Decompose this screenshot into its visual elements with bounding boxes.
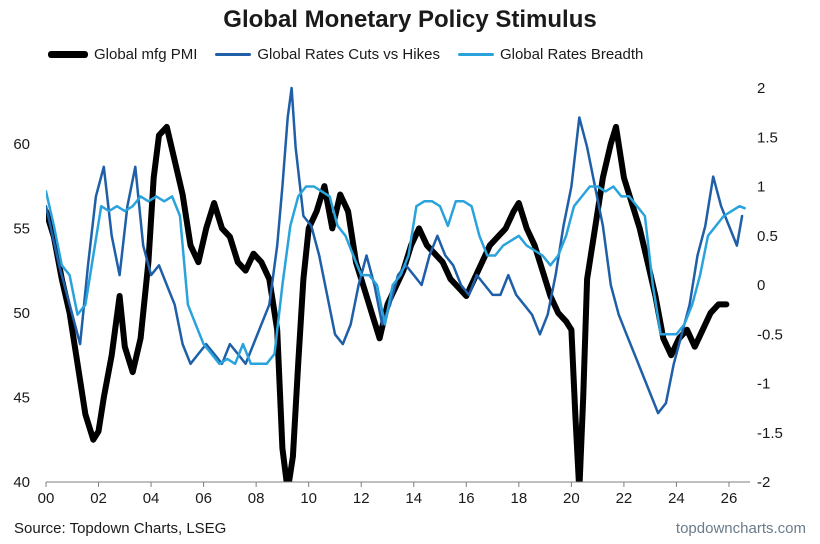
legend-item: Global Rates Cuts vs Hikes (215, 46, 440, 63)
y-right-tick-label: 2 (757, 80, 765, 97)
y-right-tick-label: -2 (757, 474, 770, 491)
x-tick-label: 00 (38, 490, 55, 507)
legend-item: Global mfg PMI (48, 46, 197, 63)
y-right-tick-label: -0.5 (757, 326, 783, 343)
legend-label: Global Rates Breadth (499, 46, 644, 63)
y-right-tick-label: 0.5 (757, 228, 778, 245)
x-tick-label: 10 (300, 490, 317, 507)
brand-watermark: topdowncharts.com (675, 520, 806, 537)
series-line-1 (46, 86, 744, 415)
chart-title: Global Monetary Policy Stimulus (223, 6, 597, 33)
x-tick-label: 18 (510, 490, 527, 507)
x-tick-label: 14 (405, 490, 422, 507)
legend-label: Global mfg PMI (94, 46, 198, 63)
y-right-tick-label: 1.5 (757, 129, 778, 146)
legend-swatch (457, 53, 494, 56)
x-tick-label: 06 (195, 490, 212, 507)
series-line-0 (46, 123, 730, 482)
x-tick-label: 08 (248, 490, 265, 507)
series-line-2 (46, 185, 746, 366)
legend-swatch (48, 51, 88, 58)
y-left-tick-label: 40 (13, 474, 30, 491)
source-note: Source: Topdown Charts, LSEG (14, 520, 227, 537)
y-left-tick-label: 60 (13, 136, 30, 153)
x-tick-label: 12 (353, 490, 370, 507)
legend-item: Global Rates Breadth (457, 46, 644, 63)
series-layer (46, 86, 746, 482)
legend: Global mfg PMI Global Rates Cuts vs Hikes… (48, 46, 788, 63)
y-right-tick-label: -1.5 (757, 425, 783, 442)
legend-swatch (215, 53, 252, 56)
x-tick-label: 22 (616, 490, 633, 507)
axis-layer: 00 02 04 06 08 10 12 14 16 18 20 22 24 264045505560-2… (13, 80, 783, 507)
y-right-tick-label: 1 (757, 179, 765, 196)
y-right-tick-label: -1 (757, 376, 770, 393)
y-left-tick-label: 45 (13, 389, 30, 406)
x-tick-label: 20 (563, 490, 580, 507)
x-tick-label: 24 (668, 490, 685, 507)
y-right-tick-label: 0 (757, 277, 765, 294)
x-tick-label: 16 (458, 490, 475, 507)
x-tick-label: 02 (90, 490, 107, 507)
legend-label: Global Rates Cuts vs Hikes (257, 46, 440, 63)
x-tick-label: 04 (143, 490, 160, 507)
x-tick-label: 26 (721, 490, 738, 507)
y-left-tick-label: 50 (13, 305, 30, 322)
y-left-tick-label: 55 (13, 220, 30, 237)
